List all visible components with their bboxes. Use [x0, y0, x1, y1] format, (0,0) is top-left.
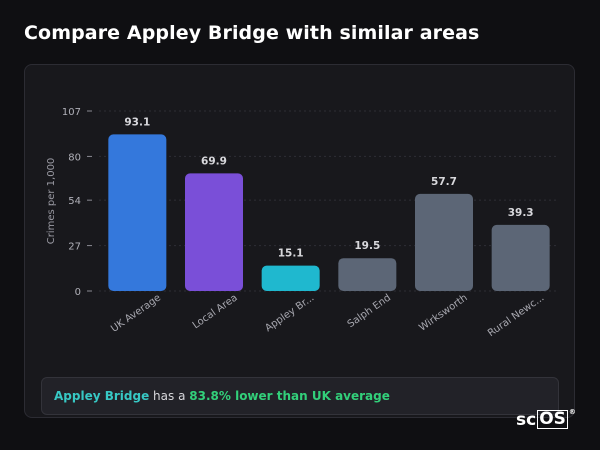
value-label: 69.9: [201, 155, 227, 167]
brand-logo: sc OS ®: [516, 408, 576, 430]
y-axis-title: Crimes per 1,000: [46, 158, 57, 245]
y-tick-label: 80: [68, 152, 81, 163]
y-axis: 0 27 54 80 107: [62, 107, 92, 298]
summary-highlight: 83.8% lower than UK average: [189, 389, 390, 403]
summary-text: has a: [153, 389, 186, 403]
value-label: 57.7: [431, 176, 457, 188]
summary-box: Appley Bridge has a 83.8% lower than UK …: [41, 377, 559, 415]
bar[interactable]: [108, 134, 167, 291]
bars: [108, 134, 550, 291]
page-title: Compare Appley Bridge with similar areas: [24, 22, 480, 44]
bar[interactable]: [338, 258, 397, 291]
grid-lines: [99, 110, 559, 292]
bar[interactable]: [261, 265, 320, 291]
value-label: 19.5: [354, 240, 380, 252]
value-label: 15.1: [278, 248, 304, 260]
value-label: 39.3: [508, 207, 534, 219]
category-label: Local Area: [191, 292, 240, 331]
y-tick-label: 54: [68, 196, 81, 207]
brand-logo-prefix: sc: [516, 410, 537, 430]
category-label: UK Average: [109, 292, 163, 334]
chart-card: 0 27 54 80 107 93.1 69.9 15.1 19.5 57.7 39.3 UK A…: [24, 64, 575, 418]
bar[interactable]: [415, 193, 473, 291]
summary-area-name: Appley Bridge: [54, 389, 150, 403]
y-tick-label: 0: [75, 287, 81, 298]
category-label: Appley Br...: [263, 292, 316, 334]
brand-logo-boxed: OS: [537, 409, 568, 429]
bar[interactable]: [185, 173, 243, 291]
value-labels: 93.1 69.9 15.1 19.5 57.7 39.3: [124, 116, 533, 259]
bar-chart: 0 27 54 80 107 93.1 69.9 15.1 19.5 57.7 39.3 UK A…: [46, 107, 559, 339]
brand-logo-mark: ®: [568, 408, 576, 416]
category-labels: UK Average Local Area Appley Br... Salph En…: [109, 292, 546, 339]
category-label: Rural Newc...: [486, 292, 546, 339]
bar[interactable]: [491, 224, 550, 291]
value-label: 93.1: [124, 116, 150, 128]
category-label: Salph End: [346, 292, 393, 330]
y-tick-label: 27: [68, 242, 81, 253]
category-label: Wirksworth: [417, 292, 469, 333]
y-tick-label: 107: [62, 107, 81, 118]
